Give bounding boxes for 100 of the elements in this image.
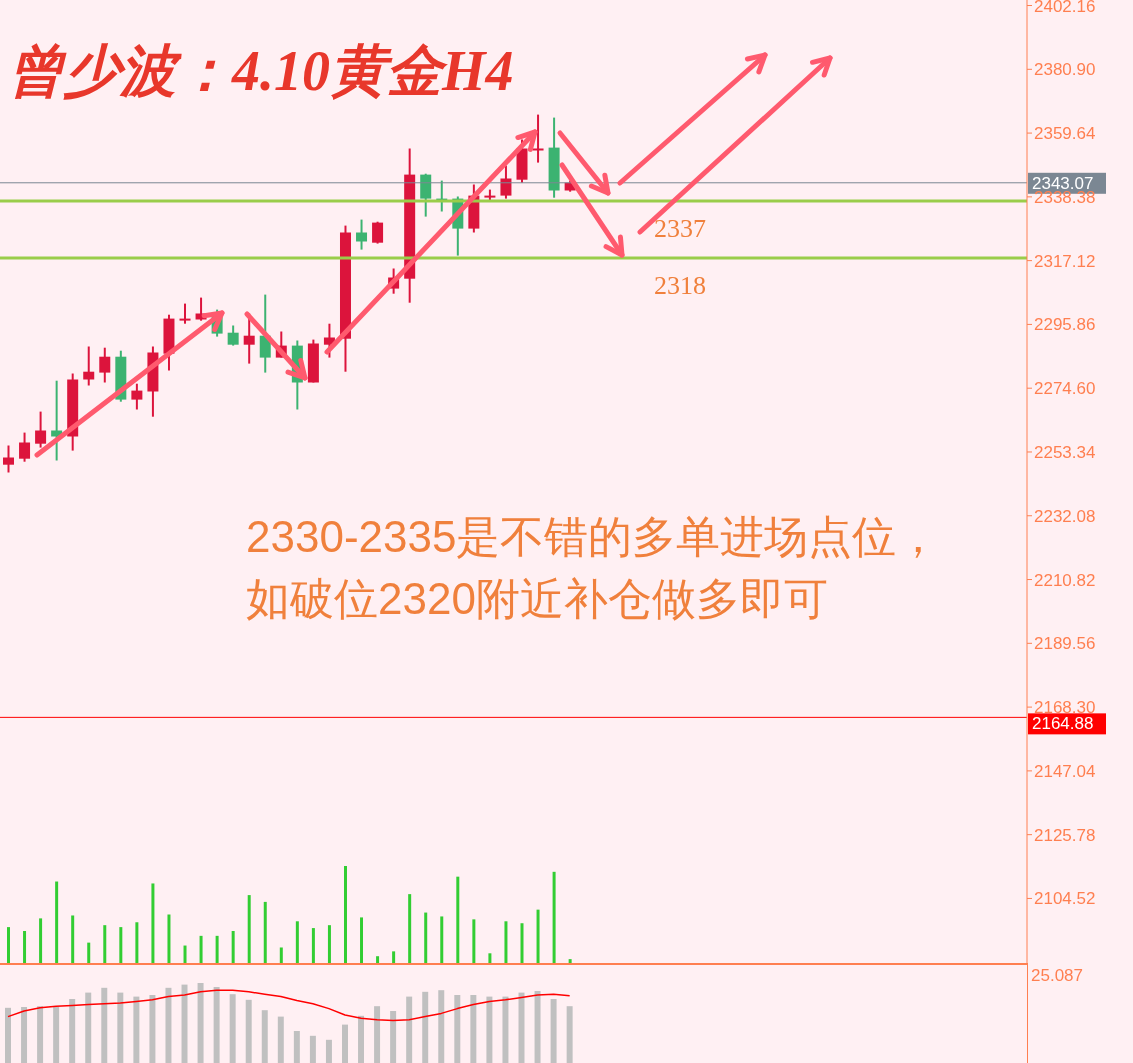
- bar: [518, 992, 525, 1063]
- candlestick: [500, 164, 512, 200]
- bar: [133, 996, 140, 1063]
- bar: [135, 922, 139, 963]
- bar: [277, 1016, 284, 1063]
- candlestick: [99, 346, 111, 384]
- bar: [392, 951, 396, 963]
- text: 25.087: [1031, 966, 1083, 986]
- bar: [376, 956, 380, 963]
- y-tick-label: 2210.82: [1034, 570, 1096, 590]
- candlestick: [356, 218, 368, 251]
- bar: [229, 994, 236, 1063]
- bar: [167, 914, 171, 963]
- bar: [424, 912, 428, 963]
- bar: [406, 996, 413, 1063]
- bar: [85, 992, 92, 1063]
- bar: [165, 987, 172, 1063]
- y-tick-label: 2253.34: [1034, 443, 1096, 463]
- annotation: 2337: [654, 214, 706, 243]
- bar: [183, 945, 187, 963]
- candlestick: [179, 302, 191, 325]
- candlestick: [83, 345, 95, 387]
- bar: [87, 942, 91, 963]
- annotation: 2318: [654, 271, 706, 300]
- bar: [197, 983, 204, 1063]
- y-tick-label: 2359.64: [1034, 124, 1096, 144]
- bar: [69, 999, 76, 1063]
- bar: [343, 866, 347, 963]
- bar: [261, 1010, 268, 1063]
- bar: [568, 959, 572, 963]
- y-tick-label: 2232.08: [1034, 506, 1096, 526]
- bar: [295, 921, 299, 963]
- bar: [374, 1006, 381, 1063]
- bar: [390, 1011, 397, 1063]
- y-tick-label: 2295.86: [1034, 315, 1096, 335]
- bar: [245, 999, 252, 1063]
- candlestick: [532, 113, 544, 164]
- bar: [181, 984, 188, 1063]
- bar: [486, 996, 493, 1063]
- y-tick-label: 2274.60: [1034, 379, 1096, 399]
- bar: [309, 1035, 316, 1063]
- y-tick-label: 2317.12: [1034, 251, 1096, 271]
- y-tick-label: 2380.90: [1034, 60, 1096, 80]
- bar: [470, 995, 477, 1063]
- candlestick: [3, 444, 14, 474]
- bar: [520, 923, 524, 963]
- bar: [438, 990, 445, 1063]
- bar: [5, 1007, 11, 1063]
- candlestick: [372, 220, 384, 245]
- bar: [325, 1039, 332, 1063]
- bar: [53, 1007, 60, 1063]
- bar: [422, 991, 429, 1063]
- bar: [534, 991, 541, 1063]
- bar: [488, 953, 492, 963]
- bar: [327, 925, 331, 963]
- bar: [550, 999, 557, 1063]
- candlestick: [227, 324, 239, 347]
- candlestick: [19, 431, 31, 463]
- text: 曾少波：4.10黄金H4: [8, 39, 514, 104]
- bar: [536, 909, 540, 963]
- bar: [55, 881, 59, 963]
- bar: [504, 921, 508, 963]
- candlestick: [35, 410, 47, 449]
- bar: [247, 895, 251, 963]
- bar: [7, 927, 10, 963]
- y-tick-label: 2125.78: [1034, 825, 1096, 845]
- bar: [23, 930, 27, 963]
- bar: [293, 1031, 300, 1063]
- bar: [502, 996, 509, 1063]
- bar: [279, 947, 283, 963]
- annotation: 2330-2335是不错的多单进场点位，如破位2320附近补仓做多即可: [246, 511, 942, 625]
- bar: [103, 925, 107, 963]
- bar: [101, 987, 108, 1063]
- bar: [440, 916, 444, 963]
- bar: [199, 935, 203, 963]
- candlestick: [420, 172, 432, 218]
- bar: [552, 871, 556, 963]
- bar: [358, 1015, 365, 1063]
- bar: [37, 1006, 44, 1063]
- bar: [341, 1024, 348, 1063]
- bar: [456, 876, 460, 963]
- candlestick: [131, 382, 143, 411]
- y-tick-label: 2147.04: [1034, 761, 1096, 781]
- y-tick-label: 2189.56: [1034, 634, 1096, 654]
- bar: [151, 883, 155, 963]
- bar: [149, 995, 156, 1063]
- bar: [117, 992, 124, 1063]
- bar: [311, 928, 315, 963]
- bar: [408, 894, 412, 963]
- y-tick-label: 2104.52: [1034, 889, 1096, 909]
- bar: [360, 917, 364, 963]
- bar: [215, 935, 219, 963]
- bar: [39, 918, 43, 963]
- bar: [71, 915, 75, 963]
- bar: [566, 1006, 573, 1063]
- bar: [119, 927, 123, 963]
- bar: [21, 1007, 28, 1063]
- bar: [454, 995, 461, 1063]
- bar: [263, 901, 267, 963]
- bar: [231, 930, 235, 963]
